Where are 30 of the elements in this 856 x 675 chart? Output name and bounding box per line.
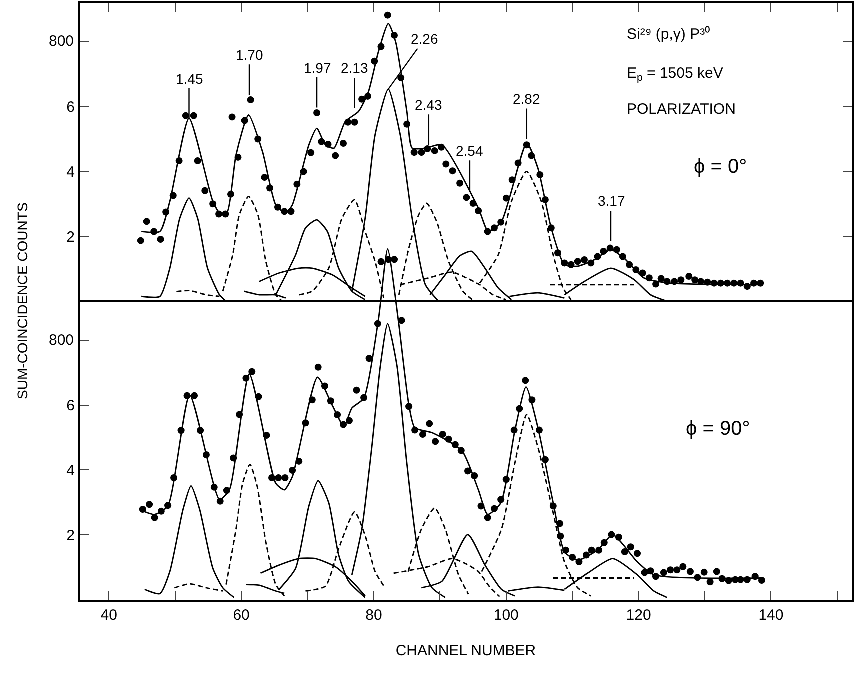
y-tick-label: 6 <box>66 398 75 415</box>
annotation: 3.17 <box>598 193 626 209</box>
annotation: 2.82 <box>513 91 540 107</box>
y-tick-label: 2 <box>66 527 75 544</box>
annotation: POLARIZATION <box>627 101 736 118</box>
annotation: 1.97 <box>304 60 332 76</box>
annotation: ϕ = 90° <box>686 418 750 440</box>
x-tick-label: 40 <box>100 607 118 624</box>
x-tick-label: 140 <box>758 607 784 624</box>
annotation: 1.70 <box>236 47 264 63</box>
x-axis-title: CHANNEL NUMBER <box>396 642 536 660</box>
annotation: 2.43 <box>415 97 442 113</box>
annotation: ϕ = 0° <box>694 156 748 178</box>
x-tick-label: 80 <box>366 607 382 624</box>
annotation: Si²⁹ (p,γ) P³⁰ <box>627 26 710 43</box>
x-tick-label: 60 <box>233 607 250 624</box>
annotation: 2.54 <box>456 143 484 159</box>
x-tick-label: 120 <box>626 607 652 624</box>
annotation: 2.13 <box>341 60 368 76</box>
y-tick-label: 4 <box>66 462 75 480</box>
y-axis-title: SUM-COINCIDENCE COUNTS <box>14 202 30 400</box>
y-tick-label: 6 <box>66 99 75 116</box>
y-tick-label: 2 <box>66 228 75 246</box>
y-tick-label: 4 <box>66 164 75 181</box>
text: 800 <box>49 33 74 50</box>
annotation: 1.45 <box>176 71 204 87</box>
annotation: 2.26 <box>411 31 438 47</box>
text: 800 <box>49 332 74 349</box>
x-tick-label: 100 <box>494 607 519 624</box>
annotation: E$_{p}$ = 1505 keV <box>627 65 724 84</box>
